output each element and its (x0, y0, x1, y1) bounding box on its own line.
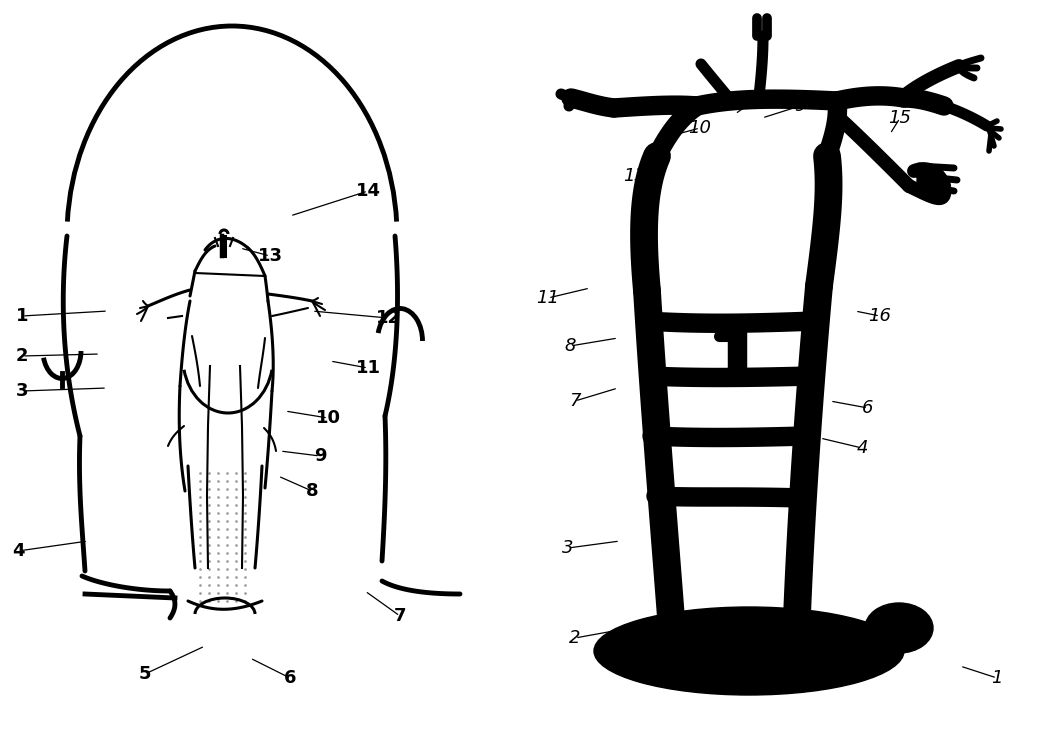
Text: 12: 12 (376, 309, 401, 327)
Text: 9: 9 (313, 447, 326, 465)
Text: 2: 2 (16, 347, 28, 365)
Text: 11: 11 (537, 289, 559, 307)
Text: 3: 3 (16, 382, 28, 400)
Text: 8: 8 (305, 482, 319, 500)
Text: 6: 6 (283, 669, 296, 687)
Text: 9: 9 (794, 97, 805, 115)
Text: 13: 13 (257, 247, 282, 265)
Text: 11: 11 (355, 359, 381, 377)
Text: 2: 2 (569, 629, 580, 647)
Text: 1: 1 (16, 307, 28, 325)
Circle shape (917, 169, 941, 193)
Text: 14: 14 (355, 182, 381, 200)
Text: 1: 1 (991, 669, 1003, 687)
Text: 10: 10 (316, 409, 340, 427)
Text: 14: 14 (839, 89, 862, 107)
Ellipse shape (594, 607, 904, 695)
Text: 5: 5 (742, 369, 754, 387)
Text: 8: 8 (565, 337, 576, 355)
Text: 7: 7 (569, 392, 580, 410)
Text: 4: 4 (856, 439, 868, 457)
Text: 6: 6 (863, 399, 874, 417)
Text: 12: 12 (746, 89, 769, 107)
Text: 4: 4 (11, 542, 24, 560)
Text: 5: 5 (139, 665, 152, 683)
Text: 13: 13 (624, 167, 647, 185)
Text: 7: 7 (393, 607, 406, 625)
Text: 10: 10 (688, 119, 711, 137)
Text: 15: 15 (889, 109, 911, 127)
Text: 3: 3 (563, 539, 574, 557)
Text: 16: 16 (869, 307, 892, 325)
Ellipse shape (865, 603, 933, 653)
